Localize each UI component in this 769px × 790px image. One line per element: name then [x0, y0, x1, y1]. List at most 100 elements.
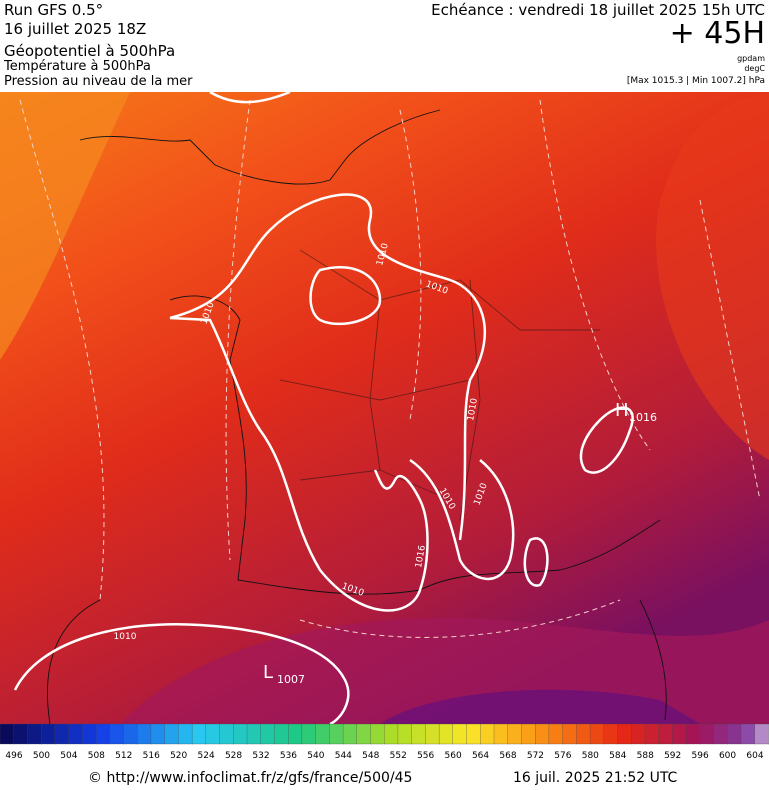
- scale-swatch: [95, 723, 111, 745]
- scale-swatch: [246, 723, 262, 745]
- scale-swatch: [27, 723, 42, 745]
- borders: [279, 249, 600, 521]
- scale-swatch: [521, 723, 536, 745]
- scale-swatch: [672, 723, 687, 745]
- valid-time: Echéance : vendredi 18 juillet 2025 15h …: [431, 1, 765, 19]
- scale-swatch: [727, 723, 742, 745]
- isobar: [169, 193, 487, 612]
- unit: gpdam: [737, 54, 765, 63]
- zone: [656, 92, 769, 460]
- isobar: [209, 90, 291, 104]
- scale-label: 604: [746, 751, 763, 761]
- scale-swatch: [123, 723, 138, 745]
- center-value: 1007: [277, 673, 305, 686]
- scale-swatch: [411, 723, 427, 745]
- warm-zone: [0, 92, 130, 360]
- scale-label: 544: [335, 751, 352, 761]
- scale-swatch: [631, 723, 646, 745]
- scale-label: 572: [527, 751, 544, 761]
- isobar: [523, 537, 549, 587]
- scale-swatch: [370, 723, 385, 745]
- isobar-label: 1010: [114, 632, 137, 642]
- isobar: [13, 623, 350, 726]
- scale-label: 600: [719, 751, 736, 761]
- color-scale: 496 500 504 508 512 516 520 524 528 532 536 540 544 5…: [0, 723, 769, 761]
- scale-label: 580: [582, 751, 599, 761]
- scale-swatch: [13, 723, 29, 745]
- scale-swatch: [68, 723, 83, 745]
- scale-label: 500: [33, 751, 50, 761]
- scale-label: 548: [362, 751, 379, 761]
- scale-label: 552: [390, 751, 407, 761]
- footer-url: © http://www.infoclimat.fr/z/gfs/france/…: [88, 770, 412, 786]
- scale-swatch: [713, 723, 728, 745]
- scale-label: 524: [198, 751, 215, 761]
- scale-swatch: [288, 723, 303, 745]
- scale-label: 592: [664, 751, 681, 761]
- isobar-label: 1010: [466, 397, 480, 422]
- scale-swatch: [576, 723, 591, 745]
- scale-label: 588: [637, 751, 654, 761]
- scale-label: 564: [472, 751, 489, 761]
- scale-swatch: [425, 723, 440, 745]
- scale-swatch: [150, 723, 166, 745]
- footer-timestamp: 16 juil. 2025 21:52 UTC: [513, 770, 678, 786]
- scale-swatch: [603, 723, 619, 745]
- scale-label: 520: [170, 751, 187, 761]
- scale-swatch: [82, 723, 97, 745]
- run-date: 16 juillet 2025 18Z: [4, 20, 146, 38]
- subtitle: Pression au niveau de la mer: [4, 74, 193, 89]
- center-value: 1016: [629, 411, 657, 424]
- scale-swatch: [397, 723, 413, 745]
- center-symbol: H: [615, 400, 629, 421]
- scale-swatch: [301, 723, 317, 745]
- scale-label: 584: [609, 751, 626, 761]
- lead-time: + 45H: [670, 16, 765, 51]
- center-symbol: L: [263, 662, 273, 683]
- scale-label: 512: [115, 751, 132, 761]
- scale-swatch: [54, 723, 70, 745]
- scale-label: 516: [143, 751, 160, 761]
- scale-label: 576: [554, 751, 571, 761]
- scale-label: 532: [252, 751, 269, 761]
- scale-swatch: [164, 723, 180, 745]
- scale-swatch: [452, 723, 468, 745]
- scale-label: 560: [445, 751, 462, 761]
- scale-label: 528: [225, 751, 242, 761]
- isobar-label: 1016: [414, 544, 428, 569]
- isobar: [309, 266, 382, 326]
- scale-swatch: [535, 723, 550, 745]
- scale-swatch: [548, 723, 564, 745]
- scale-label: 504: [60, 751, 77, 761]
- scale-swatch: [205, 723, 221, 745]
- scale-label: 568: [499, 751, 516, 761]
- range: [Max 1015.3 | Min 1007.2] hPa: [627, 76, 765, 86]
- scale-label: 556: [417, 751, 434, 761]
- run: Run GFS 0.5°: [4, 1, 103, 19]
- scale-swatch: [137, 723, 152, 745]
- unit: degC: [744, 64, 765, 73]
- scale-swatch: [507, 723, 523, 745]
- scale-swatch: [191, 723, 207, 745]
- scale-swatch: [233, 723, 248, 745]
- scale-label: 496: [5, 751, 22, 761]
- scale-swatch: [617, 723, 632, 745]
- subtitle: Température à 500hPa: [3, 59, 151, 74]
- scale-label: 540: [307, 751, 324, 761]
- scale-swatch: [589, 723, 605, 745]
- scale-swatch: [315, 723, 330, 745]
- scale-swatch: [342, 723, 358, 745]
- scale-label: 596: [692, 751, 709, 761]
- scale-swatch: [178, 723, 193, 745]
- scale-swatch: [658, 723, 674, 745]
- scale-swatch: [274, 723, 289, 745]
- scale-swatch: [466, 723, 481, 745]
- scale-swatch: [384, 723, 399, 745]
- scale-swatch: [41, 723, 56, 745]
- isobar: [579, 406, 634, 474]
- title: Géopotentiel à 500hPa: [4, 42, 175, 60]
- scale-swatch: [260, 723, 276, 745]
- scale-swatch: [329, 723, 344, 745]
- scale-swatch: [480, 723, 495, 745]
